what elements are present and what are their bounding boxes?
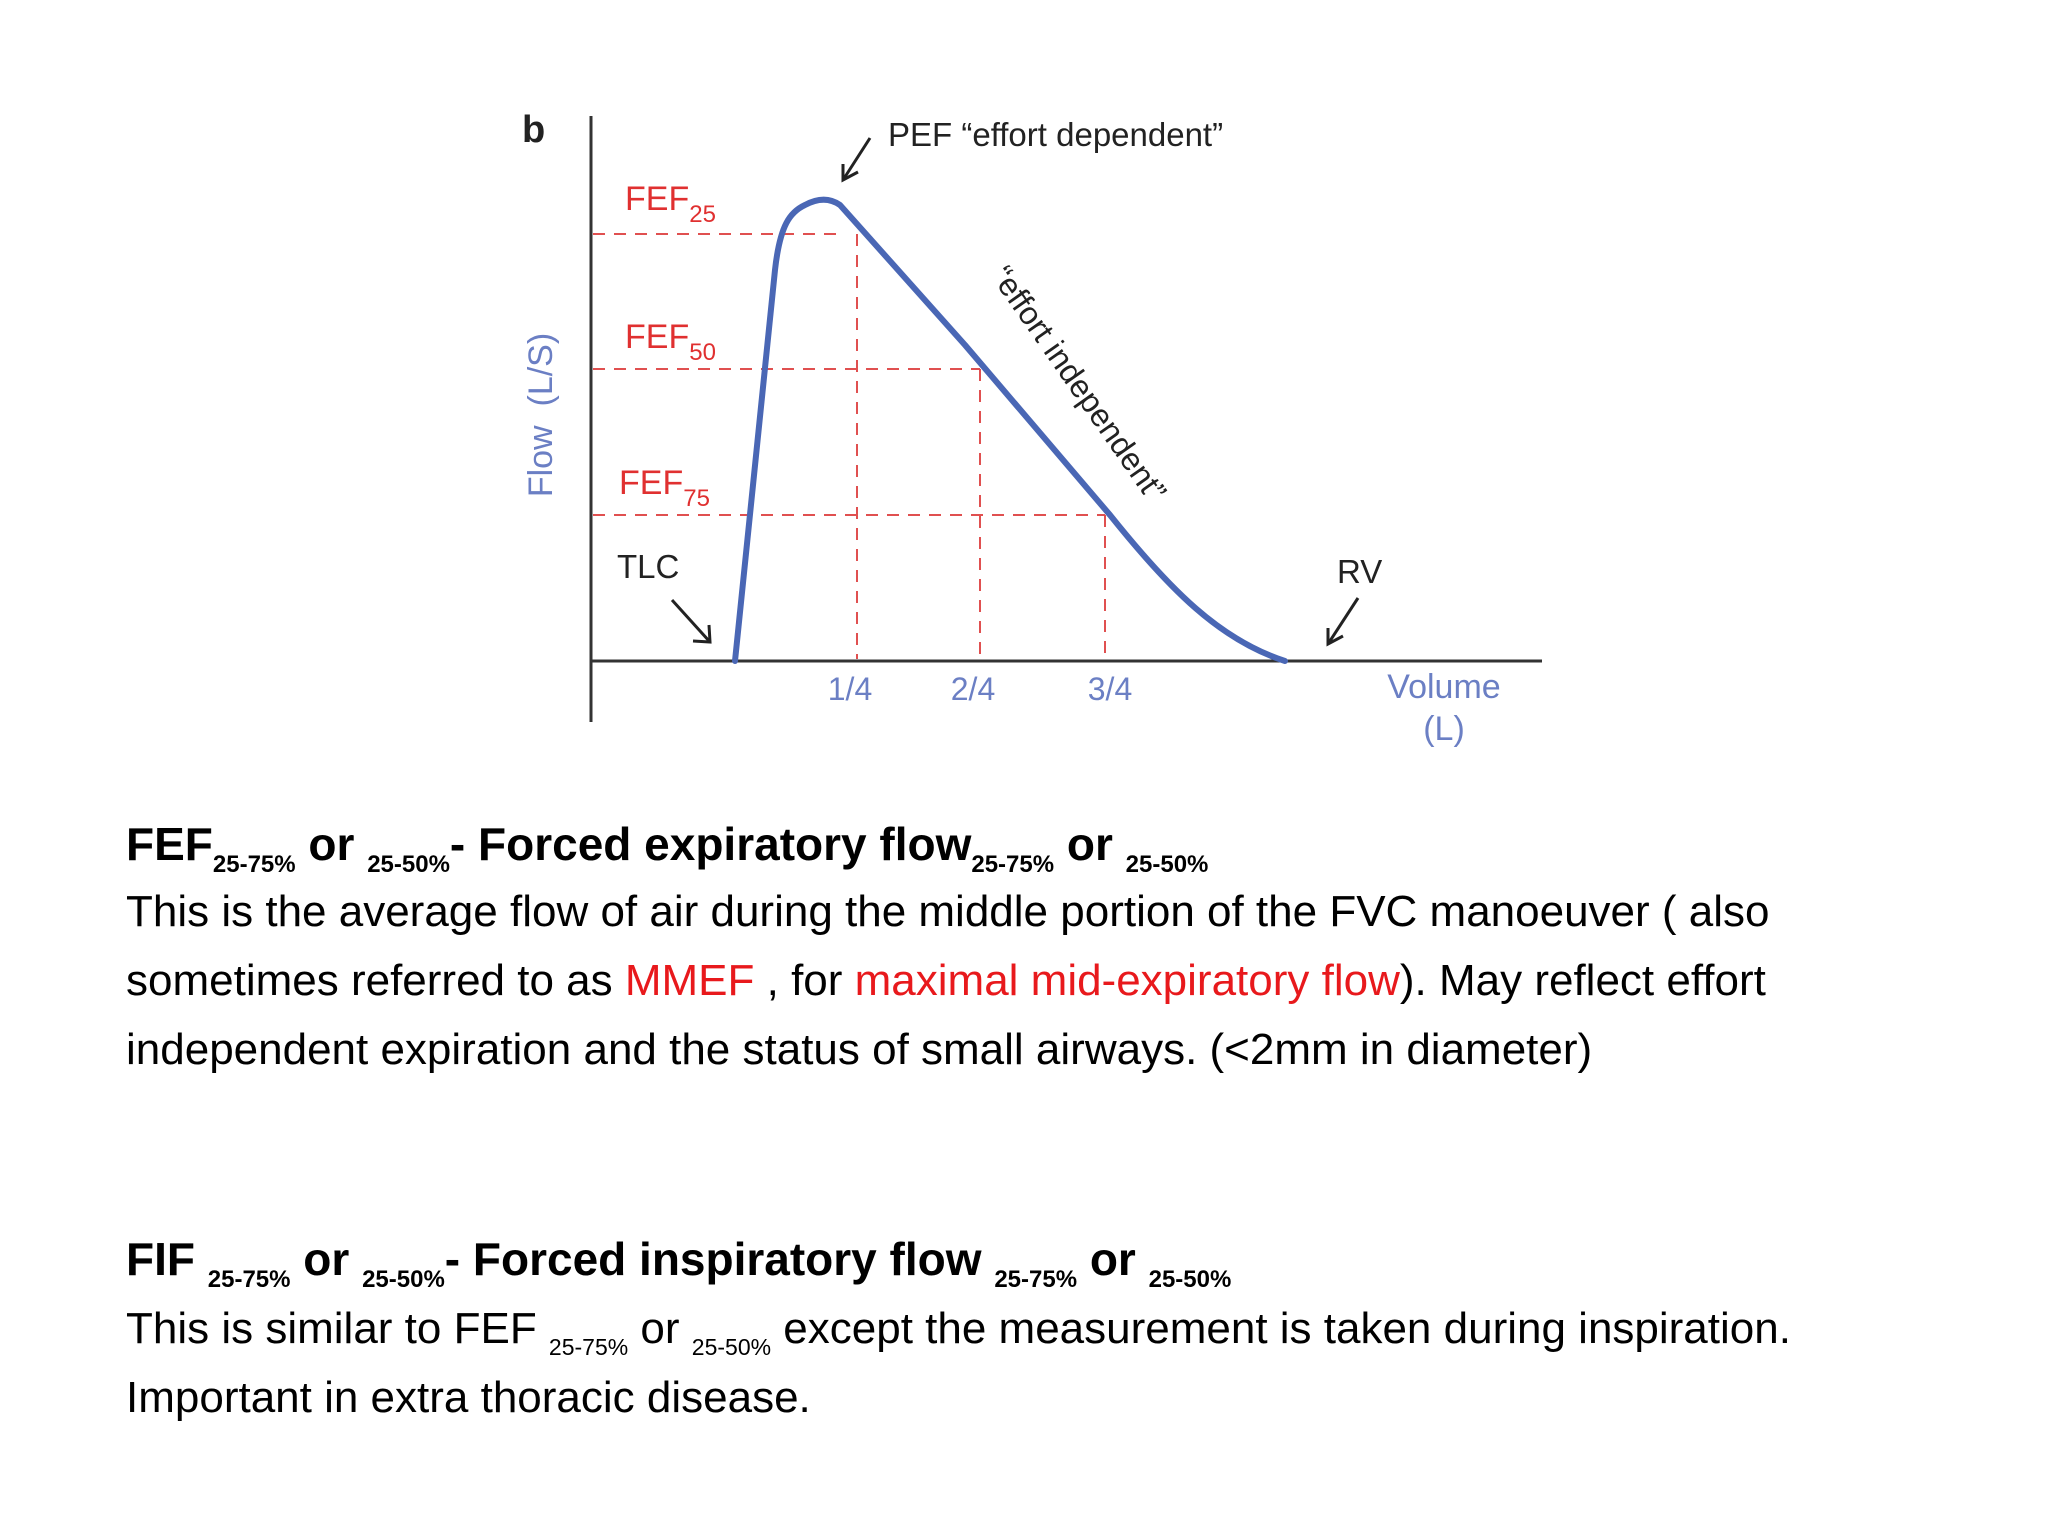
fef50-label: FEF50	[625, 318, 716, 366]
tlc-label: TLC	[617, 548, 679, 585]
rv-label: RV	[1337, 553, 1382, 590]
pef-arrow-icon	[841, 137, 872, 183]
flow-volume-curve	[732, 196, 1288, 664]
fif-section-title: FIF 25-75% or 25-50%- Forced inspiratory…	[126, 1233, 1232, 1293]
guide-lines	[593, 233, 1106, 659]
fif-description: This is similar to FEF 25-75% or 25-50% …	[126, 1304, 1791, 1422]
mmef-term: MMEF	[624, 956, 755, 1005]
fef-section-title: FEF25-75% or 25-50%- Forced expiratory f…	[126, 818, 1209, 878]
x-tick-label: 3/4	[1088, 671, 1132, 707]
x-tick-label: 2/4	[951, 671, 995, 707]
effort-independent-annotation: “effort independent”	[984, 259, 1173, 508]
maximal-mid-expiratory-flow-term: maximal mid-expiratory flow	[854, 956, 1400, 1005]
flow-volume-figure: b Flow (L/S) FEF25 FEF50 FEF75 PEF “effo…	[522, 109, 1542, 748]
y-axis-label: Flow (L/S)	[522, 333, 560, 497]
x-axis-label-line2: (L)	[1423, 710, 1465, 748]
fef75-label: FEF75	[619, 464, 710, 512]
x-axis-label-line1: Volume	[1387, 668, 1500, 706]
rv-arrow-icon	[1326, 597, 1360, 647]
tlc-arrow-icon	[670, 598, 712, 644]
x-tick-label: 1/4	[828, 671, 872, 707]
panel-letter: b	[522, 109, 545, 151]
pef-annotation: PEF “effort dependent”	[888, 116, 1223, 153]
fef-description: This is the average flow of air during t…	[126, 887, 1770, 1074]
fef25-label: FEF25	[625, 180, 716, 228]
